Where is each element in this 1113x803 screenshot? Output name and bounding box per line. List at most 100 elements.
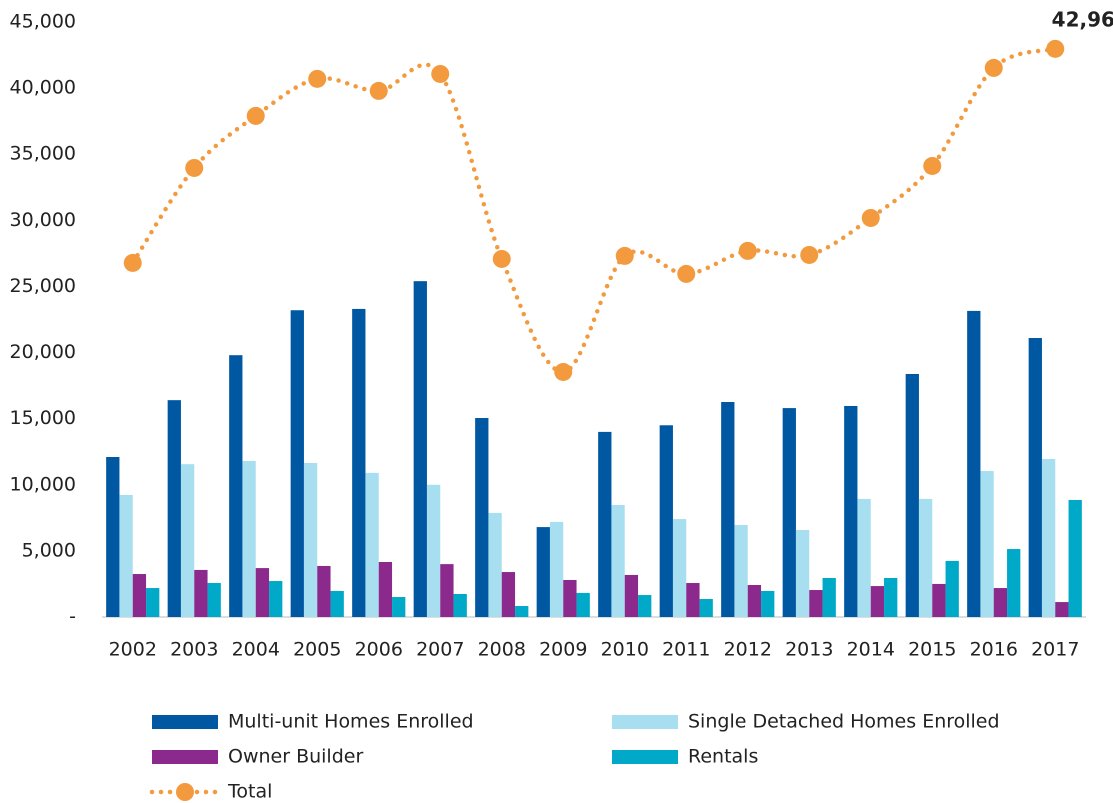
value-label: 42,968 [1052,7,1113,31]
legend-marker [176,783,194,801]
bar [413,281,427,617]
y-tick-label: 5,000 [22,539,76,561]
bar [686,583,700,617]
bar [761,590,775,617]
bar [242,460,256,617]
total-marker [308,69,327,88]
bar [857,498,871,617]
x-tick-label: 2003 [170,639,218,661]
total-marker [369,81,388,100]
total-marker [1046,39,1065,58]
total-marker [246,106,265,125]
bar [488,512,502,617]
bar [905,373,919,617]
legend-label: Single Detached Homes Enrolled [688,711,1000,733]
bar [809,590,823,617]
bar [475,418,489,617]
total-marker [677,264,696,283]
x-tick-label: 2011 [662,639,710,661]
bar [352,308,366,617]
bar [782,408,796,617]
bar [106,457,120,617]
total-marker [984,58,1003,77]
bar [180,464,195,617]
bar [870,586,885,617]
bar [167,400,181,617]
y-tick-label: 30,000 [10,209,76,231]
x-tick-label: 2013 [785,639,833,661]
bar [822,577,836,617]
x-tick-label: 2015 [908,639,956,661]
bar [734,524,748,617]
bar [598,431,612,617]
bar [967,310,981,617]
bar [638,595,652,617]
bar [918,498,933,617]
x-tick-label: 2017 [1031,639,1079,661]
bar [932,583,946,617]
total-marker [123,253,142,272]
bar [330,590,344,617]
bar [378,561,393,617]
bar [576,592,590,617]
y-tick-label: 20,000 [10,341,76,363]
y-tick-label: 45,000 [10,11,76,33]
bar [453,593,467,617]
bar [440,564,454,617]
bar [549,521,564,617]
bar [980,471,994,617]
x-tick-label: 2014 [847,639,895,661]
y-tick-label: - [69,606,76,628]
total-marker [185,158,204,177]
bar [426,484,441,617]
bar [290,310,304,617]
y-tick-label: 10,000 [10,473,76,495]
bar [317,565,331,617]
bar [884,577,898,617]
legend-swatch [612,715,678,729]
y-tick-label: 25,000 [10,275,76,297]
bar [515,606,529,617]
total-marker [492,249,511,268]
x-tick-label: 2005 [293,639,341,661]
bar [1041,458,1056,617]
bar [747,585,762,617]
total-marker [431,64,450,83]
x-tick-label: 2010 [601,639,649,661]
bar [119,494,133,617]
bar [207,583,221,617]
y-tick-label: 40,000 [10,77,76,99]
bar [993,588,1008,617]
bar [365,472,379,617]
x-tick-label: 2009 [539,639,587,661]
total-marker [554,362,573,381]
total-marker [923,156,942,175]
bar [132,574,147,617]
bar [659,425,673,617]
bar [1007,549,1021,617]
bar [624,574,639,617]
bar [795,529,810,617]
legend-label: Owner Builder [228,746,363,768]
y-tick-label: 15,000 [10,407,76,429]
total-line [130,46,1058,375]
total-marker [861,208,880,227]
bar [563,579,577,617]
total-marker [800,245,819,264]
bar [229,355,243,617]
legend-label: Rentals [688,746,758,768]
bar [194,569,208,617]
x-tick-label: 2016 [970,639,1018,661]
x-tick-label: 2004 [232,639,280,661]
x-tick-label: 2006 [355,639,403,661]
x-tick-label: 2002 [109,639,157,661]
x-tick-label: 2007 [416,639,464,661]
total-marker [615,246,634,265]
legend-label: Total [227,781,272,803]
legend-swatch [152,750,218,764]
y-tick-label: 35,000 [10,143,76,165]
legend-swatch [152,715,218,729]
x-tick-label: 2012 [724,639,772,661]
bar [269,581,283,617]
